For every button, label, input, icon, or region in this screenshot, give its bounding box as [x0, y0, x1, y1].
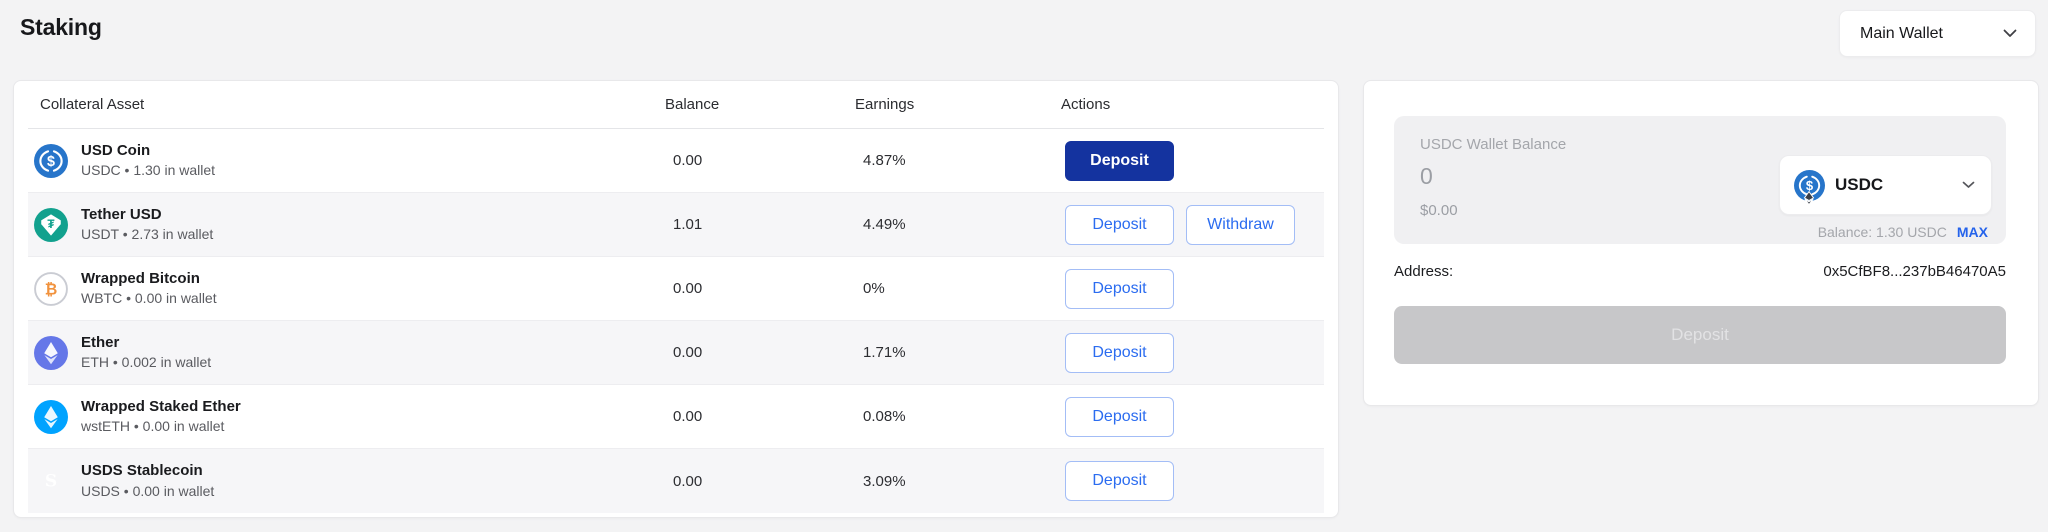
usdc-coin-icon: $ [34, 143, 68, 178]
wbtc-coin-icon: ₿ [34, 271, 68, 306]
row-actions: Deposit [1061, 140, 1324, 181]
deposit-submit-button[interactable]: Deposit [1394, 306, 2006, 364]
asset-cell: S USDS Stablecoin USDS • 0.00 in wallet [28, 462, 665, 500]
svg-text:$: $ [47, 154, 55, 170]
asset-icon-slot: ₮ [34, 207, 68, 242]
asset-subtitle: ETH • 0.002 in wallet [81, 354, 212, 371]
row-actions: Deposit [1061, 461, 1324, 501]
asset-cell: ₮ Tether USD USDT • 2.73 in wallet [28, 206, 665, 244]
earnings-value: 0.08% [863, 408, 906, 425]
table-row: S USDS Stablecoin USDS • 0.00 in wallet … [28, 449, 1324, 513]
amount-input[interactable] [1420, 163, 1640, 190]
asset-icon-slot: S [34, 464, 68, 498]
table-header-row: Collateral Asset Balance Earnings Action… [28, 81, 1324, 129]
deposit-button[interactable]: Deposit [1065, 204, 1174, 245]
wallet-selector-dropdown[interactable]: Main Wallet [1839, 10, 2036, 57]
earnings-value: 1.71% [863, 344, 906, 361]
wallet-balance-label: USDC Wallet Balance [1420, 136, 1567, 153]
asset-icon-slot: ₿ [34, 271, 68, 306]
staking-table-card: Collateral Asset Balance Earnings Action… [13, 80, 1339, 518]
table-row: ₿ Wrapped Bitcoin WBTC • 0.00 in wallet … [28, 257, 1324, 321]
chevron-down-icon [2003, 29, 2017, 37]
deposit-button[interactable]: Deposit [1065, 140, 1174, 181]
asset-subtitle: USDC • 1.30 in wallet [81, 162, 216, 179]
asset-icon-slot: $ [34, 143, 68, 178]
table-row: Wrapped Staked Ether wstETH • 0.00 in wa… [28, 385, 1324, 449]
svg-text:$: $ [1806, 178, 1814, 193]
asset-name: Wrapped Staked Ether [81, 397, 241, 415]
table-row: ₮ Tether USD USDT • 2.73 in wallet 1.01 … [28, 193, 1324, 257]
table-row: Ether ETH • 0.002 in wallet 0.00 1.71% D… [28, 321, 1324, 385]
asset-cell: $ USD Coin USDC • 1.30 in wallet [28, 142, 665, 180]
asset-name: Ether [81, 333, 120, 351]
balance-value: 0.00 [673, 408, 703, 425]
amount-box: USDC Wallet Balance $0.00 $ [1394, 116, 2006, 244]
asset-subtitle: USDT • 2.73 in wallet [81, 226, 214, 243]
header-earnings: Earnings [855, 96, 915, 113]
asset-subtitle: USDS • 0.00 in wallet [81, 482, 215, 499]
earnings-value: 0% [863, 280, 885, 297]
asset-name: Wrapped Bitcoin [81, 269, 200, 287]
svg-text:₿: ₿ [45, 281, 58, 298]
token-selector-dropdown[interactable]: $ USDC [1779, 155, 1992, 215]
usds-coin-icon: S [34, 464, 68, 498]
asset-cell: Ether ETH • 0.002 in wallet [28, 334, 665, 372]
header-balance: Balance [665, 96, 720, 113]
address-label: Address: [1394, 263, 1454, 280]
balance-value: 0.00 [673, 280, 703, 297]
row-actions: Deposit [1061, 268, 1324, 309]
header-actions: Actions [1061, 96, 1111, 113]
max-button[interactable]: MAX [1956, 224, 1988, 240]
deposit-button[interactable]: Deposit [1065, 268, 1174, 309]
earnings-value: 4.87% [863, 152, 906, 169]
deposit-panel: USDC Wallet Balance $0.00 $ [1363, 80, 2039, 406]
address-value: 0x5CfBF8...237bB46470A5 [1823, 263, 2006, 280]
usdt-coin-icon: ₮ [34, 207, 68, 242]
asset-cell: ₿ Wrapped Bitcoin WBTC • 0.00 in wallet [28, 270, 665, 308]
wallet-selector-label: Main Wallet [1860, 24, 1943, 42]
chevron-down-icon [1962, 181, 1975, 188]
row-actions: Deposit [1061, 332, 1324, 373]
balance-value: 1.01 [673, 216, 703, 233]
asset-name: USDS Stablecoin [81, 462, 203, 480]
earnings-value: 4.49% [863, 216, 906, 233]
svg-text:S: S [45, 472, 57, 492]
ethereum-network-badge-icon [1803, 190, 1815, 205]
row-actions: Deposit [1061, 396, 1324, 437]
token-balance-text: Balance: 1.30 USDC [1817, 224, 1947, 240]
table-row: $ USD Coin USDC • 1.30 in wallet 0.00 4.… [28, 129, 1324, 193]
svg-text:₮: ₮ [47, 218, 54, 231]
page-title: Staking [20, 14, 102, 40]
deposit-button[interactable]: Deposit [1065, 332, 1174, 373]
asset-name: Tether USD [81, 205, 162, 223]
asset-subtitle: wstETH • 0.00 in wallet [81, 418, 225, 435]
fiat-value: $0.00 [1420, 202, 1458, 219]
asset-name: USD Coin [81, 141, 151, 159]
header-collateral-asset: Collateral Asset [40, 96, 145, 113]
asset-cell: Wrapped Staked Ether wstETH • 0.00 in wa… [28, 398, 665, 436]
row-actions: Deposit Withdraw [1061, 204, 1324, 245]
wsteth-coin-icon [34, 399, 68, 434]
balance-value: 0.00 [673, 344, 703, 361]
asset-subtitle: WBTC • 0.00 in wallet [81, 290, 217, 307]
asset-icon-slot [34, 399, 68, 434]
balance-value: 0.00 [673, 152, 703, 169]
earnings-value: 3.09% [863, 472, 906, 490]
token-name: USDC [1835, 175, 1884, 194]
balance-value: 0.00 [673, 472, 703, 490]
deposit-button[interactable]: Deposit [1065, 396, 1174, 437]
usdc-coin-icon: $ [1794, 169, 1825, 205]
asset-icon-slot [34, 335, 68, 370]
staking-table-body: $ USD Coin USDC • 1.30 in wallet 0.00 4.… [28, 129, 1324, 513]
withdraw-button[interactable]: Withdraw [1186, 204, 1295, 245]
eth-coin-icon [34, 335, 68, 370]
deposit-button[interactable]: Deposit [1065, 461, 1174, 501]
